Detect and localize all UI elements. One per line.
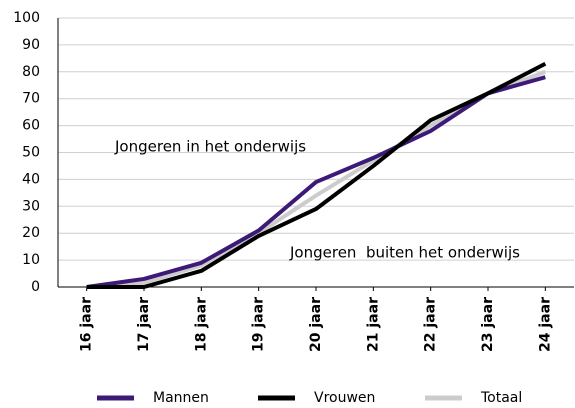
annotation: Jongeren buiten het onderwijs (289, 244, 520, 262)
y-tick-label: 80 (22, 64, 40, 80)
y-tick-label: 100 (13, 10, 40, 26)
y-tick-label: 30 (22, 198, 40, 214)
y-tick-label: 90 (22, 37, 40, 53)
x-tick-label: 23 jaar (480, 297, 496, 352)
x-tick-label: 19 jaar (251, 297, 267, 352)
legend-label: Totaal (480, 390, 522, 406)
x-tick-label: 18 jaar (193, 297, 209, 352)
x-tick-label: 17 jaar (136, 297, 152, 352)
x-tick-label: 21 jaar (365, 297, 381, 352)
x-tick-label: 24 jaar (537, 297, 553, 352)
y-tick-label: 60 (22, 118, 40, 134)
y-tick-label: 10 (22, 252, 40, 268)
annotation: Jongeren in het onderwijs (114, 138, 306, 156)
y-tick-label: 0 (31, 279, 40, 295)
line-series (86, 61, 547, 289)
x-tick-label: 16 jaar (79, 297, 95, 352)
y-tick-label: 50 (22, 145, 40, 161)
x-tick-label: 20 jaar (308, 297, 324, 352)
x-tick-label: 22 jaar (423, 297, 439, 352)
y-tick-label: 20 (22, 225, 40, 241)
y-tick-label: 40 (22, 171, 40, 187)
line-series (86, 75, 546, 289)
legend-label: Vrouwen (314, 390, 375, 406)
y-tick-label: 70 (22, 91, 40, 107)
legend-label: Mannen (153, 390, 209, 406)
